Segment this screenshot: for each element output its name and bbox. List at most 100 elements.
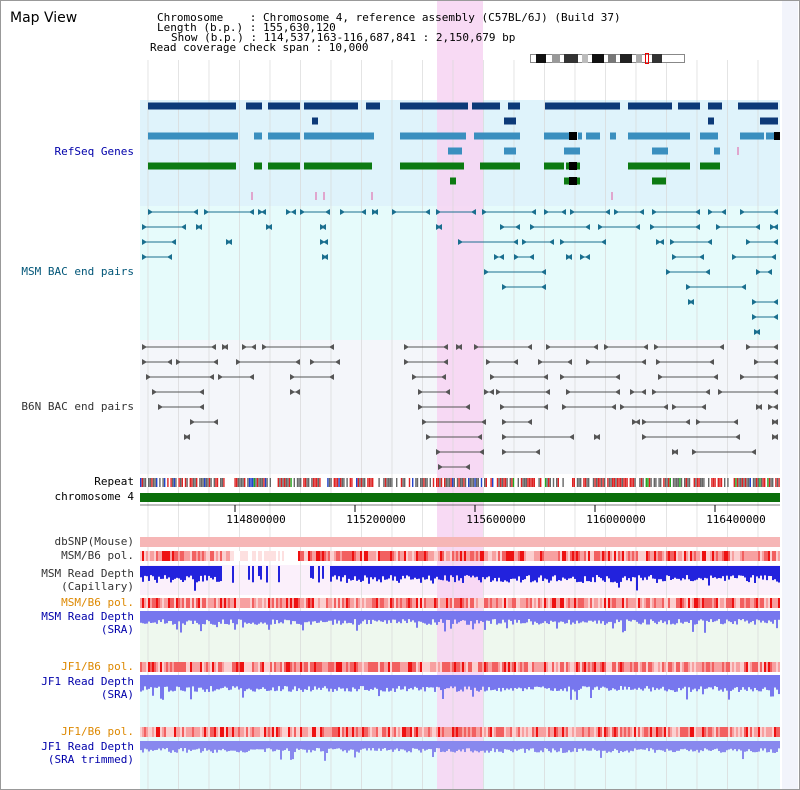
repeat-feature[interactable] xyxy=(650,478,652,487)
gene-feature[interactable] xyxy=(708,117,714,125)
repeat-feature[interactable] xyxy=(549,478,551,487)
repeat-feature[interactable] xyxy=(207,478,209,487)
b6n-bac-end-marker[interactable] xyxy=(773,389,778,395)
gene-feature[interactable] xyxy=(450,177,456,185)
gene-feature[interactable] xyxy=(312,117,318,125)
repeat-feature[interactable] xyxy=(463,478,465,487)
b6n-bac-end-marker[interactable] xyxy=(773,419,778,425)
gene-feature[interactable] xyxy=(268,132,300,140)
msm-bac-end-marker[interactable] xyxy=(746,239,751,245)
b6n-bac-end-marker[interactable] xyxy=(701,404,706,410)
repeat-feature[interactable] xyxy=(572,478,574,487)
b6n-bac-end-marker[interactable] xyxy=(335,359,340,365)
msm-bac-end-marker[interactable] xyxy=(321,224,326,230)
msm-bac-end-marker[interactable] xyxy=(601,239,606,245)
repeat-feature[interactable] xyxy=(151,478,153,487)
b6n-bac-end-marker[interactable] xyxy=(560,374,565,380)
b6n-bac-end-marker[interactable] xyxy=(692,449,697,455)
repeat-feature[interactable] xyxy=(420,478,422,487)
b6n-bac-end-marker[interactable] xyxy=(746,344,751,350)
gene-feature[interactable] xyxy=(586,132,600,140)
msm-bac-end-marker[interactable] xyxy=(300,209,305,215)
gene-feature[interactable] xyxy=(678,102,700,110)
b6n-bac-end-marker[interactable] xyxy=(718,389,723,395)
repeat-feature[interactable] xyxy=(612,478,614,487)
gene-feature[interactable] xyxy=(564,147,580,155)
msm-bac-end-marker[interactable] xyxy=(585,224,590,230)
msm-bac-end-marker[interactable] xyxy=(541,269,546,275)
repeat-feature[interactable] xyxy=(308,478,310,487)
repeat-feature[interactable] xyxy=(759,478,761,487)
repeat-feature[interactable] xyxy=(712,478,715,487)
b6n-bac-end-marker[interactable] xyxy=(604,344,609,350)
b6n-bac-end-marker[interactable] xyxy=(465,404,470,410)
repeat-feature[interactable] xyxy=(711,478,713,487)
repeat-feature[interactable] xyxy=(346,478,348,487)
repeat-feature[interactable] xyxy=(205,478,207,487)
b6n-bac-end-marker[interactable] xyxy=(643,344,648,350)
repeat-feature[interactable] xyxy=(624,478,627,487)
b6n-bac-end-marker[interactable] xyxy=(443,344,448,350)
repeat-feature[interactable] xyxy=(616,478,619,487)
repeat-feature[interactable] xyxy=(359,478,361,487)
msm-bac-end-marker[interactable] xyxy=(286,209,291,215)
repeat-feature[interactable] xyxy=(236,478,238,487)
b6n-bac-end-marker[interactable] xyxy=(630,389,635,395)
repeat-feature[interactable] xyxy=(239,478,241,487)
b6n-bac-end-marker[interactable] xyxy=(477,434,482,440)
b6n-bac-end-marker[interactable] xyxy=(310,359,315,365)
gene-feature[interactable] xyxy=(148,162,236,170)
b6n-bac-end-marker[interactable] xyxy=(642,434,647,440)
repeat-feature[interactable] xyxy=(180,478,182,487)
repeat-feature[interactable] xyxy=(261,478,263,487)
msm-bac-end-marker[interactable] xyxy=(484,269,489,275)
msm-bac-end-marker[interactable] xyxy=(361,209,366,215)
msm-bac-end-marker[interactable] xyxy=(598,224,603,230)
track-label-repeat[interactable]: Repeat xyxy=(94,475,134,488)
b6n-bac-end-marker[interactable] xyxy=(412,374,417,380)
repeat-feature[interactable] xyxy=(504,478,507,487)
b6n-bac-end-marker[interactable] xyxy=(672,404,677,410)
msm-bac-end-marker[interactable] xyxy=(325,209,330,215)
repeat-feature[interactable] xyxy=(613,478,615,487)
gene-feature[interactable] xyxy=(254,162,262,170)
msm-bac-end-marker[interactable] xyxy=(181,224,186,230)
gene-feature[interactable] xyxy=(545,102,620,110)
msm-bac-end-marker[interactable] xyxy=(656,239,661,245)
repeat-feature[interactable] xyxy=(341,478,343,487)
msm-bac-end-marker[interactable] xyxy=(499,254,504,260)
msm-bac-end-marker[interactable] xyxy=(392,209,397,215)
repeat-feature[interactable] xyxy=(631,478,633,487)
repeat-feature[interactable] xyxy=(584,478,587,487)
b6n-bac-end-marker[interactable] xyxy=(441,374,446,380)
b6n-bac-end-marker[interactable] xyxy=(709,359,714,365)
b6n-bac-end-marker[interactable] xyxy=(418,404,423,410)
repeat-feature[interactable] xyxy=(600,478,603,487)
repeat-feature[interactable] xyxy=(191,478,193,487)
repeat-feature[interactable] xyxy=(285,478,287,487)
b6n-bac-end-marker[interactable] xyxy=(635,419,640,425)
repeat-feature[interactable] xyxy=(314,478,316,487)
repeat-feature[interactable] xyxy=(719,478,721,487)
b6n-bac-end-marker[interactable] xyxy=(438,464,443,470)
repeat-feature[interactable] xyxy=(234,478,236,487)
repeat-feature[interactable] xyxy=(632,478,635,487)
b6n-bac-end-marker[interactable] xyxy=(713,374,718,380)
repeat-feature[interactable] xyxy=(498,478,500,487)
gene-feature[interactable] xyxy=(148,102,236,110)
repeat-feature[interactable] xyxy=(460,478,462,487)
msm-bac-end-marker[interactable] xyxy=(741,284,746,290)
b6n-bac-end-marker[interactable] xyxy=(142,344,147,350)
msm-bac-end-marker[interactable] xyxy=(267,224,272,230)
repeat-feature[interactable] xyxy=(210,478,212,487)
msm-bac-end-marker[interactable] xyxy=(650,224,655,230)
b6n-bac-end-marker[interactable] xyxy=(685,419,690,425)
repeat-feature[interactable] xyxy=(141,478,143,487)
b6n-bac-end-marker[interactable] xyxy=(142,359,147,365)
msm-bac-end-marker[interactable] xyxy=(425,209,430,215)
msm-bac-end-marker[interactable] xyxy=(639,209,644,215)
gene-feature[interactable] xyxy=(508,102,520,110)
msm-bac-end-marker[interactable] xyxy=(436,209,441,215)
repeat-feature[interactable] xyxy=(672,478,675,487)
b6n-bac-end-marker[interactable] xyxy=(502,434,507,440)
